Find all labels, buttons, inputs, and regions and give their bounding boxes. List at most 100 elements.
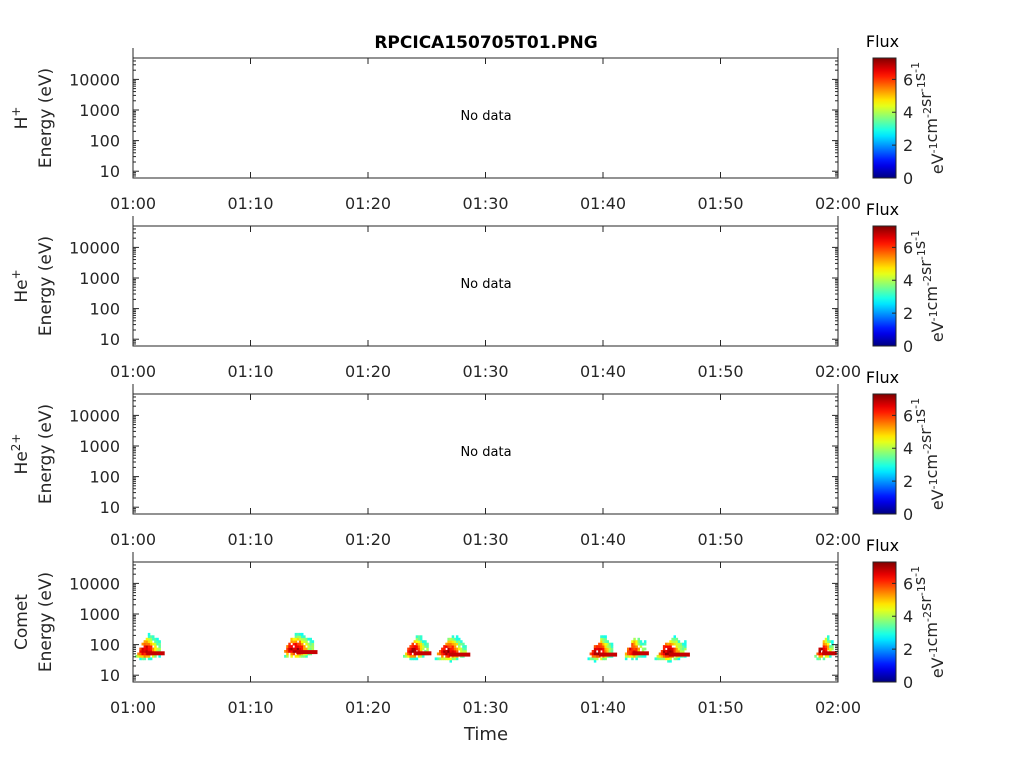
data-cell [635,642,638,646]
data-cell [816,657,819,661]
data-cell [822,645,826,648]
data-cell [671,637,674,641]
data-cell [604,637,607,641]
data-cell [284,650,287,653]
data-cell [413,647,417,651]
data-cell [593,654,597,658]
peak-streak [822,651,837,656]
data-cell [149,637,153,641]
data-cell [596,657,599,661]
data-cell [143,652,147,656]
data-cell [827,647,830,651]
unit-exponent: -1 [915,249,928,260]
data-cell [643,647,647,651]
data-cell [298,642,302,646]
data-cell [298,632,302,636]
unit-base: eV [928,657,947,678]
x-tick-label: 01:20 [345,194,391,213]
data-cell [667,650,670,653]
data-cell [629,654,632,658]
data-cell [629,647,632,651]
data-cell [449,650,452,653]
colorbar-title: Flux [866,200,899,219]
y-axis-title: Energy (eV) [36,68,56,168]
data-cell [449,637,452,641]
data-cell [818,657,821,661]
data-cell [152,642,155,646]
data-cell [829,640,832,643]
data-cell [684,640,687,643]
data-cell [600,637,603,641]
data-cell [422,647,425,651]
data-cell [145,640,149,643]
data-cell [409,654,412,658]
y-axis-species-label: Comet [12,594,32,650]
data-cell [604,640,607,643]
data-cell [822,642,826,646]
x-tick-label: 01:40 [580,530,626,549]
data-cell [669,659,672,663]
data-cell [451,650,455,653]
data-cell [669,642,672,646]
data-cell [415,647,419,651]
data-cell [624,657,628,661]
data-cell [667,645,670,648]
data-cell [637,640,640,643]
data-cell [631,640,634,643]
data-cell [662,657,666,661]
data-cell [667,659,670,663]
y-tick-label: 10000 [69,406,120,425]
data-cell [419,640,423,643]
data-cell [641,654,645,658]
data-cell [447,650,450,653]
data-cell [311,642,315,646]
data-cell [658,652,662,656]
unit-base: s [910,577,929,585]
data-cell [593,657,597,661]
data-cell [424,642,427,646]
peak-streak [632,651,649,656]
unit-base: s [910,409,929,417]
data-cell [455,657,459,661]
data-cell [608,647,612,651]
data-cell [665,650,668,653]
colorbar-tick-label: 2 [903,640,913,659]
data-cell [443,650,446,653]
data-cell [417,645,421,648]
colorbar-tick-label: 6 [903,574,913,593]
data-cell [419,637,423,641]
data-cell [296,647,300,651]
data-cell [147,654,151,658]
colorbar-tick-label: 0 [903,337,913,356]
data-cell [298,640,302,643]
data-cell [684,647,687,651]
data-cell [147,645,151,648]
data-cell [829,647,832,651]
data-cell [631,645,634,648]
data-cell [633,647,636,651]
data-cell [294,632,298,636]
data-cell [290,637,293,641]
data-cell [447,642,450,646]
data-cell [149,635,153,639]
data-cell [665,654,668,658]
data-cell [675,645,679,648]
y-axis-species-label: He2+ [9,434,32,475]
x-tick-label: 01:10 [227,194,273,213]
data-cell [286,652,289,656]
data-cell [309,645,312,648]
data-cell [831,642,834,646]
data-cell [679,647,683,651]
data-cell [422,642,425,646]
data-cell [154,645,157,648]
species-charge: + [9,269,23,279]
data-cell [593,650,597,653]
data-cell [292,642,296,646]
data-cell [445,650,448,653]
peak-streak [413,651,432,656]
data-cell [637,637,640,641]
data-cell [145,654,149,658]
data-cell [307,647,310,651]
data-cell [447,652,450,656]
